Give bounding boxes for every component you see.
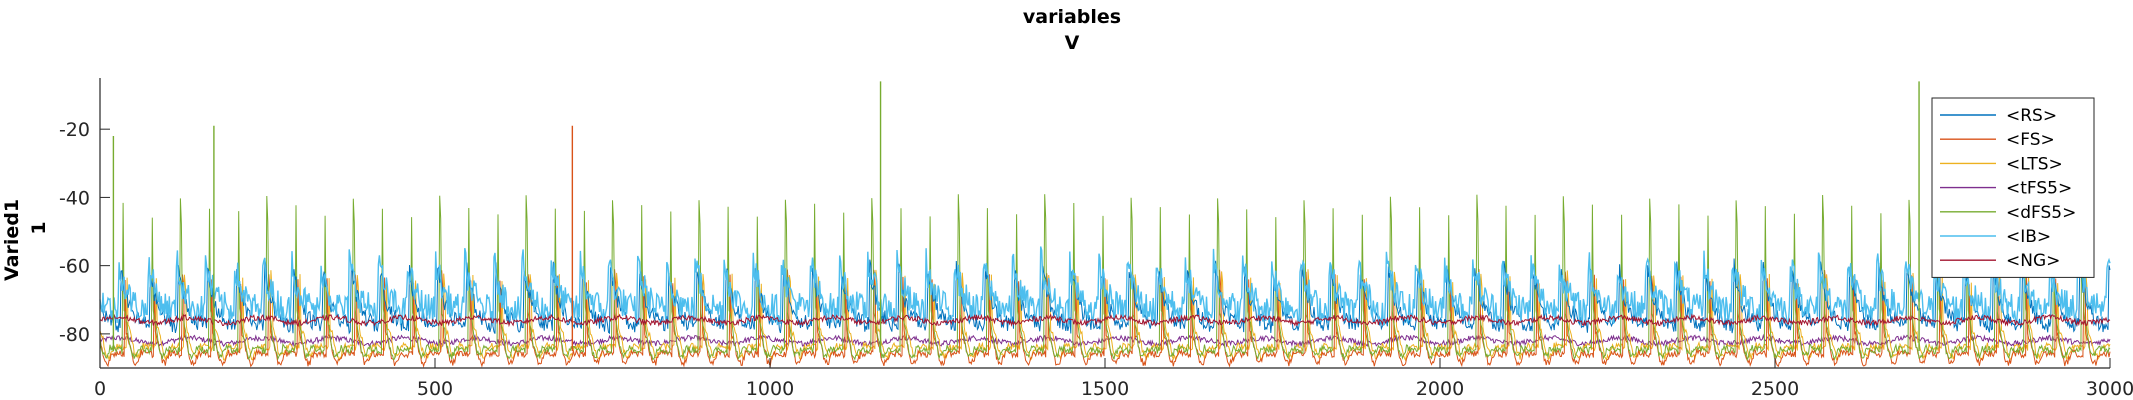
y-axis-label-secondary: 1 <box>28 221 50 234</box>
x-tick-label: 3000 <box>2086 378 2133 400</box>
legend-label: <FS> <box>2006 130 2055 150</box>
chart-subtitle: V <box>1065 32 1080 54</box>
y-axis-label: Varied1 <box>1 199 23 281</box>
series-line-tfs5 <box>99 333 2111 348</box>
legend-label: <RS> <box>2006 106 2057 126</box>
chart-title: variables <box>1023 6 1121 28</box>
x-tick-label: 1000 <box>746 378 794 400</box>
series-line-ng <box>99 313 2111 328</box>
legend-label: <dFS5> <box>2006 203 2076 223</box>
series-line-ib <box>99 246 2111 328</box>
x-tick-label: 0 <box>94 378 106 400</box>
legend-label: <tFS5> <box>2006 179 2072 199</box>
x-tick-label: 500 <box>417 378 453 400</box>
series-line-fs <box>99 269 2111 369</box>
x-tick-label: 2500 <box>1751 378 1799 400</box>
y-tick-label: -40 <box>59 187 90 209</box>
axes-layer: 0 500 1000 1500 2000 2500 3000 -20 -40 -60 -80 <box>59 78 2133 400</box>
legend-label: <IB> <box>2006 227 2051 247</box>
x-tick-label: 2000 <box>1416 378 1464 400</box>
series-line-dfs5 <box>99 194 2111 362</box>
y-tick-label: -60 <box>59 256 90 278</box>
y-tick-label: -80 <box>59 324 90 346</box>
legend-label: <LTS> <box>2006 154 2063 174</box>
legend: <RS> <FS> <LTS> <tFS5> <dFS5> <IB> <NG> <box>1931 97 2095 278</box>
series-layer <box>99 81 2111 369</box>
y-tick-label: -20 <box>59 119 90 141</box>
series-line-lts <box>99 269 2111 362</box>
legend-label: <NG> <box>2006 251 2060 271</box>
x-tick-label: 1500 <box>1081 378 1129 400</box>
